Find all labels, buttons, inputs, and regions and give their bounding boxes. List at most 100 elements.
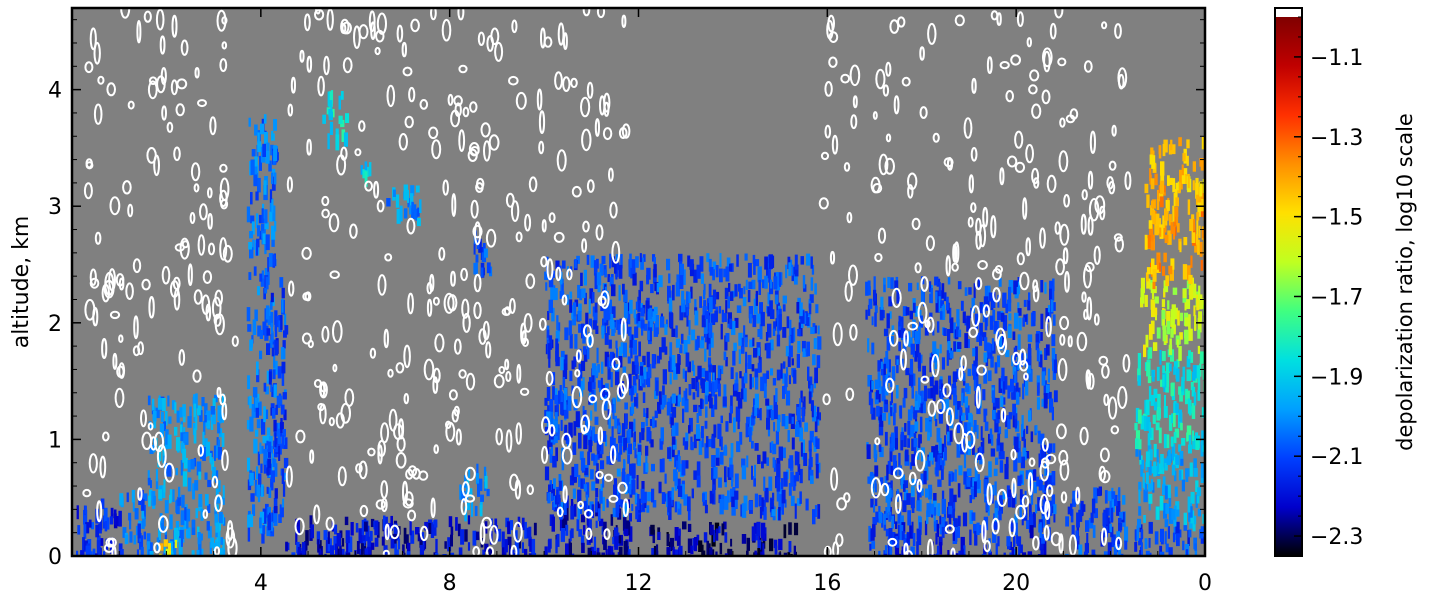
heatmap-cell xyxy=(777,414,781,423)
contour-line xyxy=(1056,423,1067,440)
heatmap-cell xyxy=(1000,375,1003,389)
heatmap-cell xyxy=(1049,288,1053,300)
contour-line xyxy=(1098,465,1107,482)
heatmap-cell xyxy=(602,431,607,442)
heatmap-cell xyxy=(709,332,714,348)
heatmap-cell xyxy=(558,391,563,402)
heatmap-cell xyxy=(550,411,554,427)
heatmap-cell xyxy=(547,343,551,359)
heatmap-cell xyxy=(690,286,693,299)
heatmap-cell xyxy=(517,548,520,556)
heatmap-cell xyxy=(1138,409,1142,424)
heatmap-cell xyxy=(906,493,911,505)
heatmap-cell xyxy=(295,532,298,545)
heatmap-cell xyxy=(270,311,274,327)
heatmap-cell xyxy=(1137,368,1141,382)
heatmap-cell xyxy=(1157,254,1160,270)
contour-line xyxy=(96,500,103,523)
heatmap-cell xyxy=(913,447,917,461)
heatmap-cell xyxy=(1199,241,1203,257)
heatmap-cell xyxy=(890,378,894,388)
heatmap-cell xyxy=(1026,365,1031,374)
heatmap-cell xyxy=(328,109,333,117)
heatmap-cell xyxy=(259,273,263,282)
contour-line xyxy=(387,368,394,378)
heatmap-cell xyxy=(678,456,681,472)
heatmap-cell xyxy=(670,417,674,428)
heatmap-cell xyxy=(1147,375,1152,384)
heatmap-cell xyxy=(415,527,420,535)
heatmap-cell xyxy=(217,447,222,460)
heatmap-cell xyxy=(604,333,609,345)
contour-line xyxy=(981,520,987,544)
heatmap-cell xyxy=(815,463,819,479)
heatmap-cell xyxy=(773,404,778,420)
heatmap-cell xyxy=(775,476,778,489)
heatmap-cell xyxy=(521,542,524,553)
contour-line xyxy=(849,324,858,341)
contour-line xyxy=(402,66,413,77)
heatmap-cell xyxy=(896,365,899,374)
heatmap-cell xyxy=(1017,387,1021,397)
heatmap-cell xyxy=(787,430,790,443)
contour-line xyxy=(1062,247,1069,265)
contour-line xyxy=(430,497,436,519)
heatmap-cell xyxy=(576,518,580,532)
contour-line xyxy=(132,258,142,274)
heatmap-cell xyxy=(874,305,878,313)
heatmap-cell xyxy=(1168,508,1174,524)
heatmap-cell xyxy=(626,473,630,482)
colorbar-body xyxy=(1275,17,1302,556)
heatmap-cell xyxy=(652,529,655,544)
heatmap-cell xyxy=(879,307,884,321)
heatmap-cell xyxy=(305,530,309,546)
heatmap-cell xyxy=(871,316,874,326)
heatmap-cell xyxy=(641,428,645,441)
contour-line xyxy=(1094,195,1106,215)
heatmap-cell xyxy=(704,443,707,459)
heatmap-cell xyxy=(614,415,617,429)
contour-line xyxy=(321,195,330,207)
heatmap-cell xyxy=(1188,444,1192,454)
heatmap-cell xyxy=(931,446,936,458)
heatmap-cell xyxy=(254,160,258,175)
contour-line xyxy=(97,75,105,85)
heatmap-cell xyxy=(198,494,203,507)
heatmap-cell xyxy=(1032,512,1036,528)
heatmap-cell xyxy=(264,325,269,341)
heatmap-cell xyxy=(1175,501,1180,515)
contour-line xyxy=(453,95,463,107)
heatmap-cell xyxy=(486,488,490,497)
heatmap-cell xyxy=(788,375,791,385)
heatmap-cell xyxy=(685,291,689,308)
heatmap-cell xyxy=(594,416,599,425)
heatmap-cell xyxy=(1025,451,1030,459)
heatmap-cell xyxy=(879,447,884,458)
heatmap-cell xyxy=(1177,223,1180,233)
heatmap-cell xyxy=(203,420,206,436)
heatmap-cell xyxy=(635,256,639,268)
heatmap-cell xyxy=(943,292,947,302)
contour-line xyxy=(353,25,361,50)
heatmap-cell xyxy=(414,204,417,220)
heatmap-cell xyxy=(1012,366,1017,375)
heatmap-cell xyxy=(262,436,267,444)
heatmap-cell xyxy=(257,286,260,296)
heatmap-cell xyxy=(720,436,723,451)
heatmap-cell xyxy=(634,326,639,338)
heatmap-cell xyxy=(183,513,188,530)
heatmap-cell xyxy=(1153,286,1157,294)
contour-line xyxy=(89,27,97,51)
contour-line xyxy=(952,243,958,263)
heatmap-cell xyxy=(403,527,407,544)
heatmap-cell xyxy=(903,484,906,492)
y-tick-label: 1 xyxy=(48,428,62,453)
heatmap-cell xyxy=(1018,546,1021,556)
heatmap-cell xyxy=(183,433,188,443)
heatmap-cell xyxy=(967,468,972,476)
heatmap-cell xyxy=(553,388,558,400)
heatmap-cell xyxy=(1144,234,1148,250)
heatmap-cell xyxy=(1190,255,1193,268)
contour-line xyxy=(364,180,374,192)
heatmap-cell xyxy=(641,325,644,336)
